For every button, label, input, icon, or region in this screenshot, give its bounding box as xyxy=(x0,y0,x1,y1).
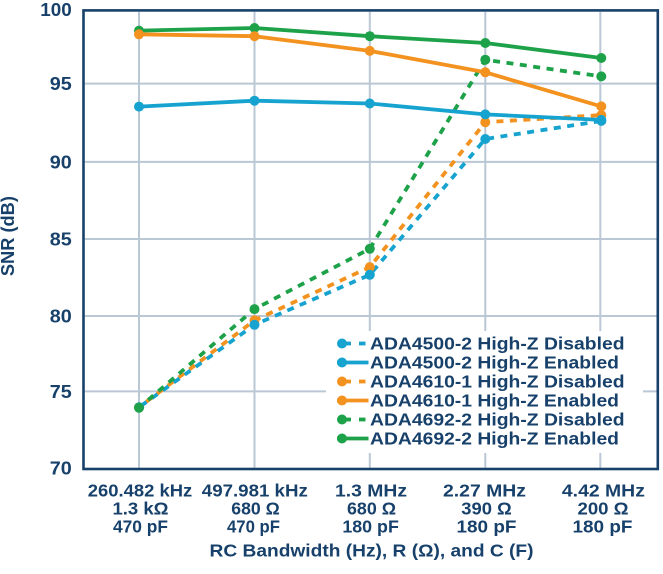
svg-text:SNR (dB): SNR (dB) xyxy=(0,196,18,276)
svg-text:ADA4692-2 High-Z Enabled: ADA4692-2 High-Z Enabled xyxy=(370,429,619,449)
svg-text:ADA4610-1 High-Z Enabled: ADA4610-1 High-Z Enabled xyxy=(370,391,619,411)
svg-text:4.42 MHz: 4.42 MHz xyxy=(562,481,645,501)
svg-text:1.3 MHz: 1.3 MHz xyxy=(335,481,407,501)
svg-text:180 pF: 180 pF xyxy=(457,517,517,537)
svg-text:ADA4692-2 High-Z Disabled: ADA4692-2 High-Z Disabled xyxy=(370,410,625,430)
svg-text:470 pF: 470 pF xyxy=(113,517,168,537)
svg-text:180 pF: 180 pF xyxy=(342,517,399,537)
svg-text:390 Ω: 390 Ω xyxy=(461,499,512,519)
svg-text:1.3 kΩ: 1.3 kΩ xyxy=(113,499,169,519)
svg-text:ADA4500-2 High-Z Enabled: ADA4500-2 High-Z Enabled xyxy=(370,353,619,373)
svg-text:75: 75 xyxy=(50,381,72,402)
svg-text:90: 90 xyxy=(50,151,72,172)
svg-text:RC Bandwidth (Hz), R (Ω), and: RC Bandwidth (Hz), R (Ω), and C (F) xyxy=(210,540,534,560)
svg-text:70: 70 xyxy=(50,457,72,478)
svg-text:95: 95 xyxy=(50,73,72,94)
svg-text:80: 80 xyxy=(50,305,72,326)
svg-text:180 pF: 180 pF xyxy=(573,517,633,537)
svg-text:ADA4610-1 High-Z Disabled: ADA4610-1 High-Z Disabled xyxy=(370,372,625,392)
svg-text:200 Ω: 200 Ω xyxy=(578,499,629,519)
svg-text:100: 100 xyxy=(40,0,72,20)
svg-text:470 pF: 470 pF xyxy=(227,517,280,537)
svg-text:85: 85 xyxy=(50,228,72,249)
svg-text:680 Ω: 680 Ω xyxy=(231,499,280,519)
svg-text:2.27 MHz: 2.27 MHz xyxy=(443,481,526,501)
svg-text:680 Ω: 680 Ω xyxy=(347,499,396,519)
svg-text:ADA4500-2 High-Z Disabled: ADA4500-2 High-Z Disabled xyxy=(370,334,625,354)
svg-text:260.482 kHz: 260.482 kHz xyxy=(88,481,193,501)
svg-text:497.981 kHz: 497.981 kHz xyxy=(202,481,308,501)
